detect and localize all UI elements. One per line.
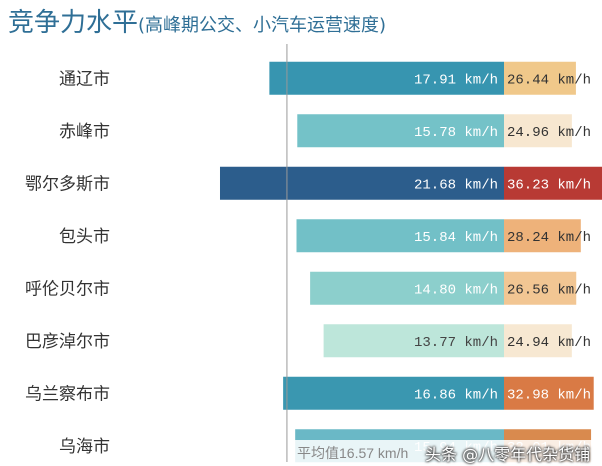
- bar-car: [504, 376, 594, 410]
- data-label-bus: 17.91 km/h: [414, 72, 498, 88]
- bar-car: [504, 166, 602, 200]
- bar-car: [504, 219, 581, 253]
- bar-car: [504, 61, 576, 95]
- data-label-car: 24.96 km/h: [507, 125, 591, 141]
- data-label-bus: 14.80 km/h: [414, 282, 498, 298]
- data-label-car: 24.94 km/h: [507, 335, 591, 351]
- category-label: 包头市: [59, 227, 110, 247]
- data-label-bus: 13.77 km/h: [414, 335, 498, 351]
- data-label-bus: 16.86 km/h: [414, 387, 498, 403]
- category-label: 赤峰市: [59, 122, 110, 142]
- average-label: 平均值16.57 km/h: [297, 445, 409, 461]
- bar-bus: [323, 324, 504, 358]
- title-main: 竞争力水平: [8, 8, 139, 38]
- data-label-bus: 15.78 km/h: [414, 125, 498, 141]
- data-label-car: 26.56 km/h: [507, 282, 591, 298]
- category-label: 鄂尔多斯市: [25, 174, 110, 194]
- data-label-bus: 15.84 km/h: [414, 230, 498, 246]
- category-label: 巴彦淖尔市: [25, 332, 110, 352]
- bar-car: [504, 324, 572, 358]
- bar-bus: [297, 114, 504, 148]
- data-label-car: 28.24 km/h: [507, 230, 591, 246]
- bar-bus: [269, 61, 504, 95]
- data-label-bus: 21.68 km/h: [414, 177, 498, 193]
- data-label-car: 36.23 km/h: [507, 177, 591, 193]
- chart-footer: 平均值16.57 km/h 头条 @八零年代杂货铺: [295, 440, 602, 466]
- title-subtitle: (高峰期公交、小汽车运营速度): [138, 15, 387, 36]
- bar-bus: [219, 166, 504, 200]
- bar-bus: [283, 376, 504, 410]
- category-label: 乌海市: [59, 437, 110, 457]
- data-label-car: 32.98 km/h: [507, 387, 591, 403]
- data-label-car: 26.44 km/h: [507, 72, 591, 88]
- category-label: 呼伦贝尔市: [25, 279, 110, 299]
- bar-bus: [296, 219, 504, 253]
- chart-title: 竞争力水平(高峰期公交、小汽车运营速度): [8, 6, 386, 43]
- category-label: 通辽市: [59, 69, 110, 89]
- bar-car: [504, 114, 572, 148]
- bar-car: [504, 271, 577, 305]
- category-label: 乌兰察布市: [25, 384, 110, 404]
- bar-bus: [310, 271, 504, 305]
- watermark: 头条 @八零年代杂货铺: [425, 445, 591, 464]
